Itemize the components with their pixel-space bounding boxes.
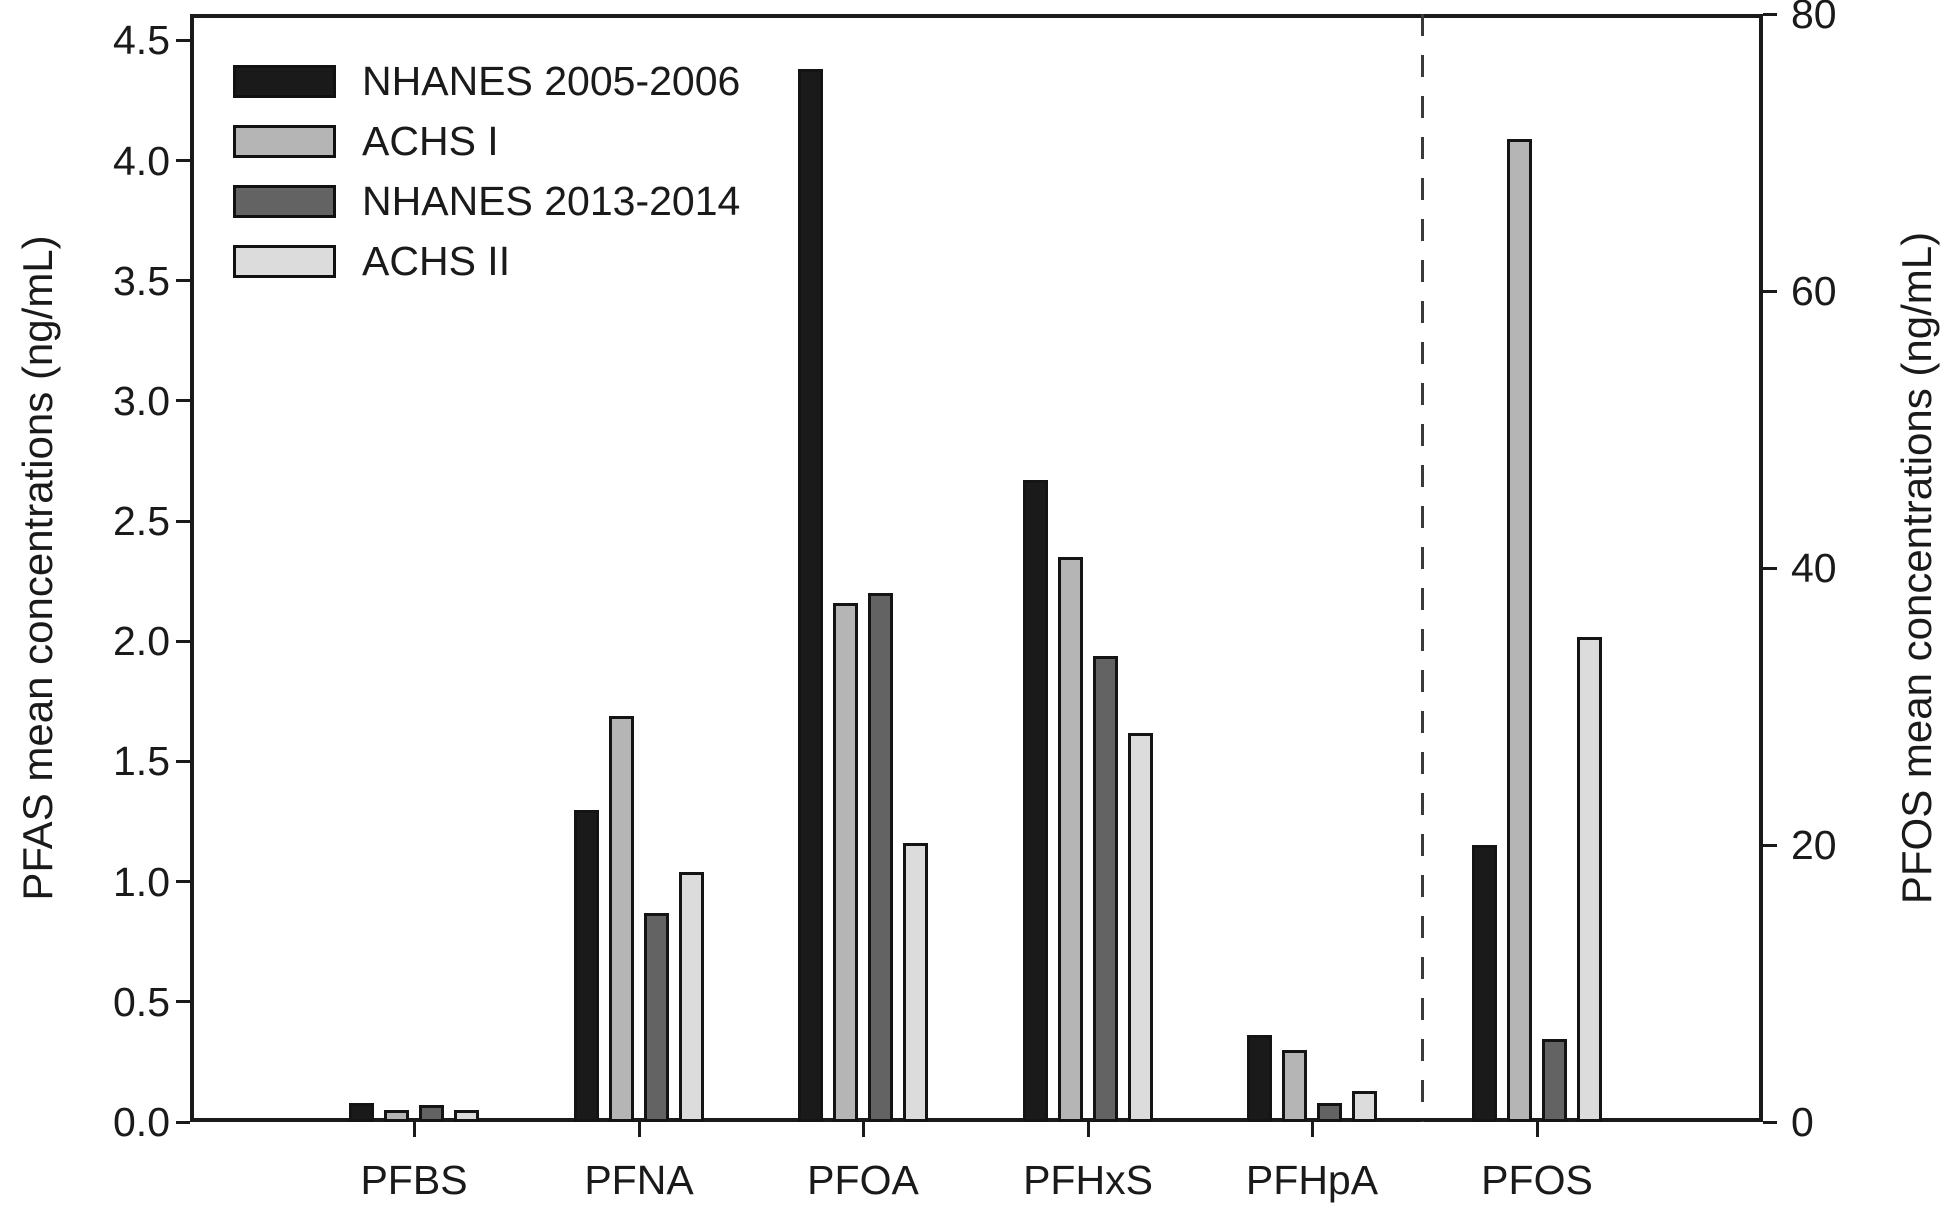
bar-achs-ii-pfbs xyxy=(454,1110,479,1122)
bar-nhanes-2013-2014-pfna xyxy=(644,913,669,1122)
bar-achs-i-pfos xyxy=(1507,139,1532,1122)
left-axis-tick xyxy=(176,880,190,884)
bar-nhanes-2005-2006-pfbs xyxy=(349,1103,374,1122)
bar-achs-ii-pfoa xyxy=(903,843,928,1122)
legend-label: ACHS I xyxy=(362,118,499,164)
bar-nhanes-2005-2006-pfhpa xyxy=(1247,1035,1272,1122)
legend-label: NHANES 2005-2006 xyxy=(362,58,741,104)
left-axis-tick-label: 4.0 xyxy=(113,137,170,184)
bar-nhanes-2013-2014-pfhpa xyxy=(1317,1103,1342,1122)
x-axis-tick xyxy=(861,1122,865,1137)
right-axis-title: PFOS mean concentrations (ng/mL) xyxy=(1893,231,1940,905)
left-axis-tick-label: 1.0 xyxy=(113,858,170,905)
left-axis-tick-label: 0.5 xyxy=(113,978,170,1025)
bar-nhanes-2005-2006-pfna xyxy=(574,810,599,1122)
left-axis-tick xyxy=(176,639,190,643)
left-axis-tick xyxy=(176,1000,190,1004)
legend-swatch-icon xyxy=(233,184,336,218)
legend-item: ACHS II xyxy=(233,239,740,283)
category-label-pfoa: PFOA xyxy=(807,1157,919,1203)
left-axis-tick xyxy=(176,759,190,763)
legend: NHANES 2005-2006 ACHS I NHANES 2013-2014 AC… xyxy=(233,59,740,283)
bar-achs-ii-pfna xyxy=(679,872,704,1122)
bar-achs-ii-pfos xyxy=(1577,637,1602,1122)
bar-nhanes-2005-2006-pfos xyxy=(1472,845,1497,1122)
bar-nhanes-2005-2006-pfoa xyxy=(798,69,823,1122)
x-axis-tick xyxy=(412,1122,416,1137)
right-axis-tick-label: 0 xyxy=(1791,1099,1814,1145)
legend-item: ACHS I xyxy=(233,119,740,163)
bar-achs-ii-pfhxs xyxy=(1128,733,1153,1122)
bar-nhanes-2013-2014-pfbs xyxy=(419,1105,444,1122)
right-axis-tick-label: 80 xyxy=(1791,0,1837,37)
right-axis-tick xyxy=(1763,289,1777,293)
bar-nhanes-2005-2006-pfhxs xyxy=(1023,480,1048,1122)
left-axis-tick-label: 3.0 xyxy=(113,377,170,424)
bar-nhanes-2013-2014-pfhxs xyxy=(1093,656,1118,1122)
right-axis-tick xyxy=(1763,843,1777,847)
bar-achs-i-pfhxs xyxy=(1058,557,1083,1122)
left-axis-tick xyxy=(176,1120,190,1124)
right-axis-tick-label: 40 xyxy=(1791,545,1837,591)
category-label-pfos: PFOS xyxy=(1481,1157,1593,1203)
bar-nhanes-2013-2014-pfoa xyxy=(868,593,893,1122)
right-axis-tick xyxy=(1763,566,1777,570)
left-axis-tick-label: 1.5 xyxy=(113,738,170,785)
bar-achs-i-pfbs xyxy=(384,1110,409,1122)
left-axis-tick xyxy=(176,519,190,523)
bar-achs-ii-pfhpa xyxy=(1352,1091,1377,1122)
right-axis-tick-label: 20 xyxy=(1791,822,1837,868)
legend-label: NHANES 2013-2014 xyxy=(362,178,741,224)
plot-area xyxy=(190,14,1763,1122)
x-axis-tick xyxy=(1535,1122,1539,1137)
category-label-pfbs: PFBS xyxy=(360,1157,468,1203)
category-label-pfhxs: PFHxS xyxy=(1023,1157,1153,1203)
x-axis-tick xyxy=(637,1122,641,1137)
legend-item: NHANES 2005-2006 xyxy=(233,59,740,103)
left-axis-tick-label: 2.5 xyxy=(113,498,170,545)
bar-achs-i-pfhpa xyxy=(1282,1050,1307,1122)
x-axis-tick xyxy=(1310,1122,1314,1137)
legend-swatch-icon xyxy=(233,64,336,98)
legend-label: ACHS II xyxy=(362,238,511,284)
right-axis-tick-label: 60 xyxy=(1791,268,1837,314)
left-axis-title: PFAS mean concentrations (ng/mL) xyxy=(14,235,61,901)
legend-swatch-icon xyxy=(233,124,336,158)
legend-swatch-icon xyxy=(233,244,336,278)
legend-item: NHANES 2013-2014 xyxy=(233,179,740,223)
left-axis-tick-label: 4.5 xyxy=(113,17,170,64)
bar-achs-i-pfoa xyxy=(833,603,858,1122)
dashed-separator-line xyxy=(1421,14,1424,1122)
category-label-pfna: PFNA xyxy=(584,1157,694,1203)
left-axis-tick xyxy=(176,279,190,283)
right-axis-tick xyxy=(1763,1120,1777,1124)
category-label-pfhpa: PFHpA xyxy=(1245,1157,1379,1203)
left-axis-tick xyxy=(176,399,190,403)
bar-achs-i-pfna xyxy=(609,716,634,1122)
x-axis-tick xyxy=(1086,1122,1090,1137)
bar-nhanes-2013-2014-pfos xyxy=(1542,1039,1567,1122)
right-axis-tick xyxy=(1763,12,1777,16)
left-axis-tick xyxy=(176,38,190,42)
left-axis-tick-label: 3.5 xyxy=(113,257,170,304)
left-axis-tick-label: 0.0 xyxy=(113,1099,170,1145)
left-axis-tick-label: 2.0 xyxy=(113,618,170,665)
left-axis-tick xyxy=(176,159,190,163)
